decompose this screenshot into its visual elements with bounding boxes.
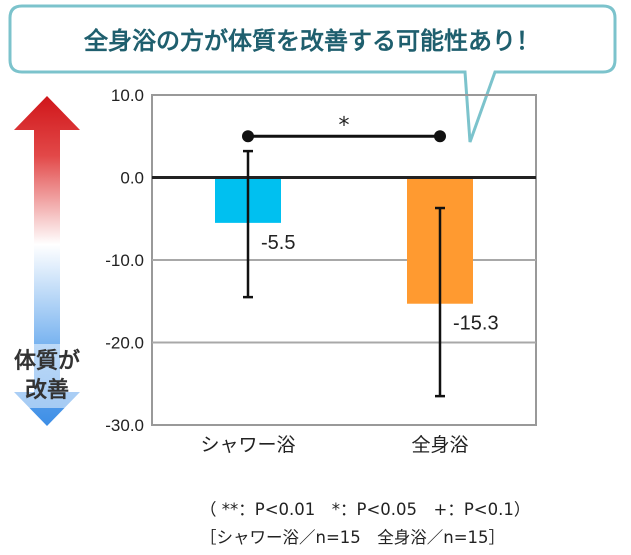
y-tick-label: -10.0 — [105, 251, 144, 270]
significance-dot-right — [434, 130, 446, 143]
significance-legend: （ **：P<0.01 *：P<0.05 +：P<0.1） — [200, 500, 531, 519]
y-tick-label: 0.0 — [120, 169, 144, 188]
y-tick-label: 10.0 — [111, 86, 144, 105]
data-label: -15.3 — [453, 313, 499, 335]
callout-bubble — [8, 4, 617, 143]
significance-dot-left — [242, 130, 254, 143]
error-bars — [243, 149, 445, 398]
callout-text: 全身浴の方が体質を改善する可能性あり！ — [83, 27, 540, 55]
significance-marker: * — [339, 113, 350, 138]
improvement-arrow — [14, 96, 80, 426]
significance-bracket: * — [242, 113, 446, 143]
y-tick-label: -20.0 — [105, 334, 144, 353]
data-labels: -5.5 -15.3 — [261, 232, 499, 335]
data-label: -5.5 — [261, 232, 295, 254]
side-label-backdrop — [4, 344, 90, 408]
x-category-label: シャワー浴 — [200, 434, 295, 456]
y-axis-ticks: 10.0 0.0 -10.0 -20.0 -30.0 — [105, 86, 144, 435]
bars — [214, 176, 474, 304]
y-tick-label: -30.0 — [105, 416, 144, 435]
x-axis-categories: シャワー浴 全身浴 — [200, 434, 468, 456]
x-category-label: 全身浴 — [411, 434, 468, 456]
side-label-line-2: 改善 — [25, 377, 69, 403]
sample-size-note: ［シャワー浴／n=15 全身浴／n=15］ — [200, 528, 506, 547]
side-label-line-1: 体質が — [14, 348, 80, 374]
